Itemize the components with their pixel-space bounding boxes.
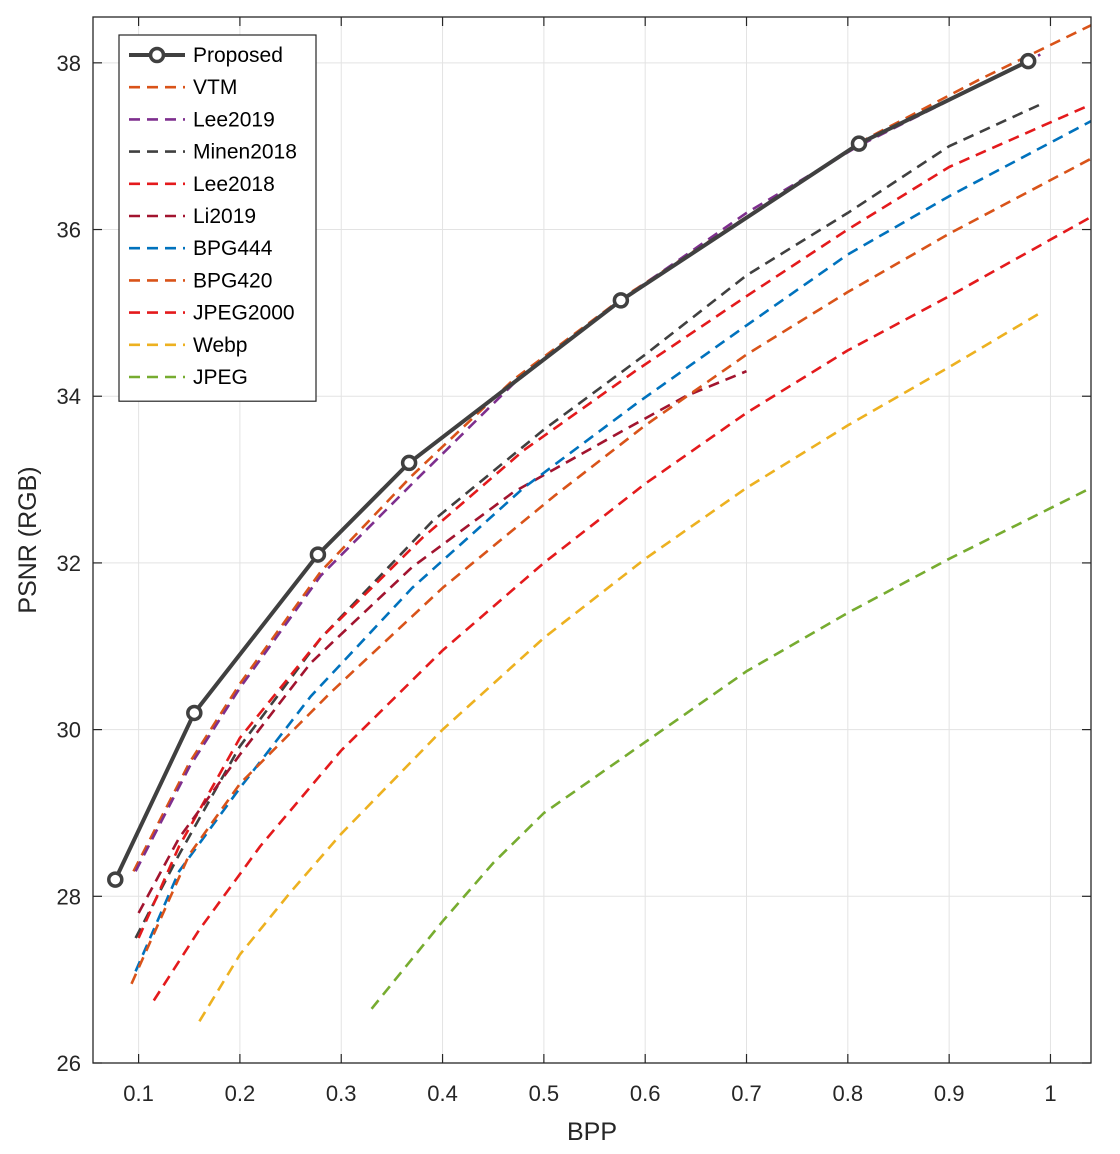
series-line-webp bbox=[198, 311, 1041, 1022]
y-tick-label: 32 bbox=[57, 551, 81, 576]
x-tick-label: 0.4 bbox=[427, 1081, 458, 1106]
series-line-jpeg2000 bbox=[152, 215, 1091, 1002]
y-tick-label: 28 bbox=[57, 884, 81, 909]
legend-label-lee2018: Lee2018 bbox=[193, 173, 275, 196]
x-tick-label: 0.9 bbox=[934, 1081, 965, 1106]
series-point-proposed bbox=[400, 454, 418, 472]
legend-label-minen2018: Minen2018 bbox=[193, 141, 297, 164]
series-point-proposed bbox=[309, 546, 327, 563]
legend-label-lee2019: Lee2019 bbox=[193, 108, 275, 131]
legend-label-jpeg2000: JPEG2000 bbox=[193, 302, 295, 325]
x-tick-label: 0.1 bbox=[123, 1081, 154, 1106]
x-tick-label: 0.6 bbox=[630, 1081, 661, 1106]
data-series bbox=[107, 24, 1091, 1022]
legend: Proposed VTM Lee2019 Minen2018 Lee2018 Li2019… bbox=[118, 34, 317, 402]
y-tick-label: 38 bbox=[57, 51, 81, 76]
x-tick-label: 0.8 bbox=[833, 1081, 864, 1106]
x-tick-label: 0.3 bbox=[326, 1081, 357, 1106]
legend-box bbox=[118, 34, 317, 402]
series-point-proposed bbox=[850, 135, 868, 152]
axis-ticks: 0.1 0.2 0.3 0.4 0.5 0.6 0.7 0.8 0.9 1 26 28 30 32 34 36… bbox=[57, 17, 1091, 1106]
legend-marker-proposed bbox=[148, 46, 166, 64]
x-tick-label: 0.5 bbox=[529, 1081, 560, 1106]
series-line-lee2018 bbox=[137, 103, 1091, 939]
series-line-bpg420 bbox=[130, 157, 1091, 985]
y-tick-label: 36 bbox=[57, 218, 81, 243]
legend-label-vtm: VTM bbox=[193, 76, 237, 99]
series-point-proposed bbox=[612, 292, 630, 309]
y-axis-title: PSNR (RGB) bbox=[14, 466, 42, 613]
series-point-proposed bbox=[186, 704, 203, 722]
y-tick-label: 30 bbox=[57, 718, 81, 743]
axes-box bbox=[92, 16, 1092, 1064]
series-point-proposed bbox=[1019, 52, 1037, 70]
x-tick-label: 0.7 bbox=[731, 1081, 762, 1106]
legend-label-bpg420: BPG420 bbox=[193, 269, 272, 292]
legend-label-proposed: Proposed bbox=[193, 44, 283, 67]
y-tick-label: 34 bbox=[57, 384, 81, 409]
legend-label-jpeg: JPEG bbox=[193, 366, 248, 389]
series-line-bpg444 bbox=[134, 120, 1091, 972]
x-axis-title: BPP bbox=[567, 1118, 617, 1146]
y-tick-label: 26 bbox=[57, 1051, 81, 1076]
series-point-proposed bbox=[107, 871, 124, 888]
x-tick-label: 1 bbox=[1044, 1081, 1056, 1106]
series-line-jpeg bbox=[370, 486, 1091, 1010]
series-line-vtm bbox=[132, 24, 1091, 872]
legend-label-bpg444: BPG444 bbox=[193, 237, 273, 260]
legend-label-webp: Webp bbox=[193, 334, 247, 357]
legend-label-li2019: Li2019 bbox=[193, 205, 256, 228]
series-line-li2019 bbox=[137, 369, 747, 914]
x-tick-label: 0.2 bbox=[225, 1081, 256, 1106]
